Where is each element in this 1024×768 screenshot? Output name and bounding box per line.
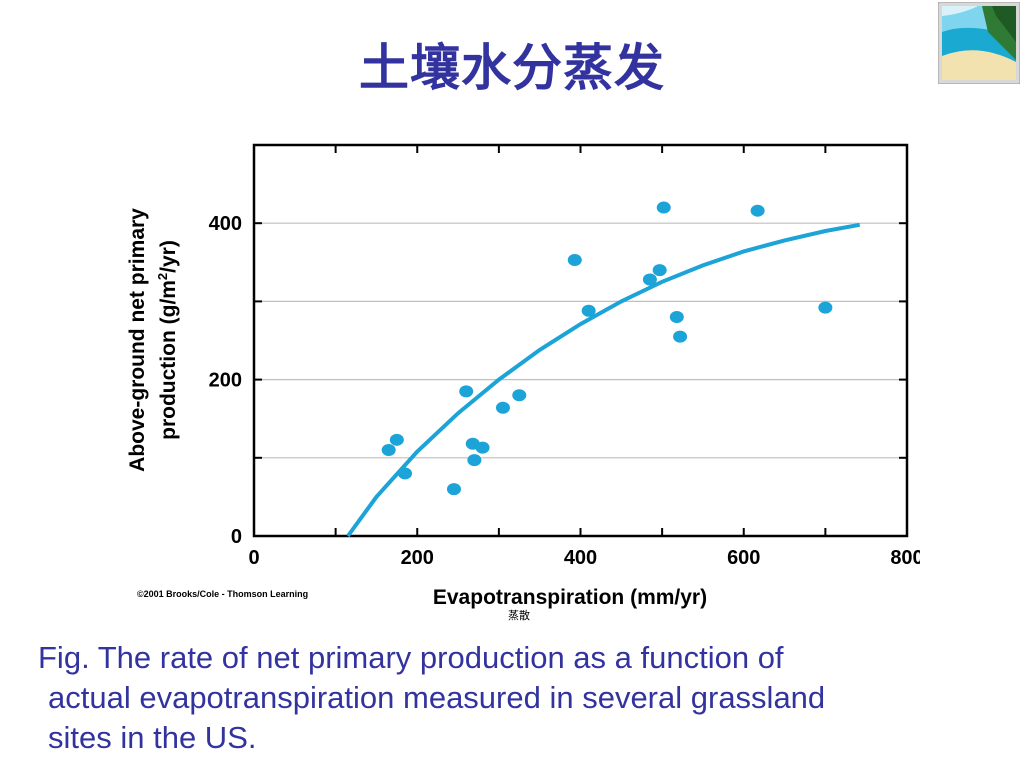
slide-title: 土壤水分蒸发: [359, 39, 665, 97]
x-tick-label: 600: [727, 547, 760, 569]
caption-line-3: sites in the US.: [48, 720, 257, 755]
data-point: [750, 204, 765, 217]
data-point: [669, 311, 684, 324]
data-point: [467, 454, 482, 467]
x-tick-labels: 0 200 400 600 800: [248, 547, 920, 569]
figure-caption: Fig. The rate of net primary production …: [32, 638, 1022, 758]
y-axis-label-line2: production (g/m2/yr): [155, 240, 180, 440]
data-point: [581, 304, 596, 317]
y-tick-label: 0: [231, 526, 242, 548]
data-point: [381, 443, 396, 456]
caption-line-1: Fig. The rate of net primary production …: [38, 640, 784, 675]
data-point: [642, 273, 657, 286]
x-tick-label: 200: [401, 547, 434, 569]
x-tick-label: 400: [564, 547, 597, 569]
chart-grid: [254, 222, 907, 459]
data-point: [495, 401, 510, 414]
y-tick-labels: 0 200 400: [209, 213, 242, 548]
data-point: [673, 330, 688, 343]
data-point: [475, 441, 490, 454]
x-axis-label-note: 蒸散: [508, 608, 530, 622]
data-point: [446, 483, 461, 496]
x-tick-label: 800: [890, 547, 920, 569]
data-points: [381, 201, 833, 496]
data-point: [652, 264, 667, 277]
data-point: [567, 253, 582, 266]
trend-curve: [346, 222, 861, 538]
caption-line-2: actual evapotranspiration measured in se…: [48, 680, 826, 715]
data-point: [459, 385, 474, 398]
beach-scene-icon: [938, 2, 1020, 84]
y-tick-label: 400: [209, 213, 242, 235]
scatter-chart: 0 200 400 0 200 400 600 800 Above-ground net p…: [126, 143, 920, 622]
data-point: [512, 389, 527, 402]
data-point: [389, 433, 404, 446]
data-point: [398, 467, 413, 480]
plot-frame: [252, 143, 909, 538]
axis-ticks: [254, 145, 907, 536]
data-point: [818, 301, 833, 314]
x-axis-label: Evapotranspiration (mm/yr): [433, 586, 707, 609]
data-point: [656, 201, 671, 214]
y-axis-label-line1: Above-ground net primary: [126, 208, 149, 472]
y-tick-label: 200: [209, 370, 242, 392]
copyright-note: ©2001 Brooks/Cole - Thomson Learning: [137, 589, 308, 599]
x-tick-label: 0: [248, 547, 259, 569]
